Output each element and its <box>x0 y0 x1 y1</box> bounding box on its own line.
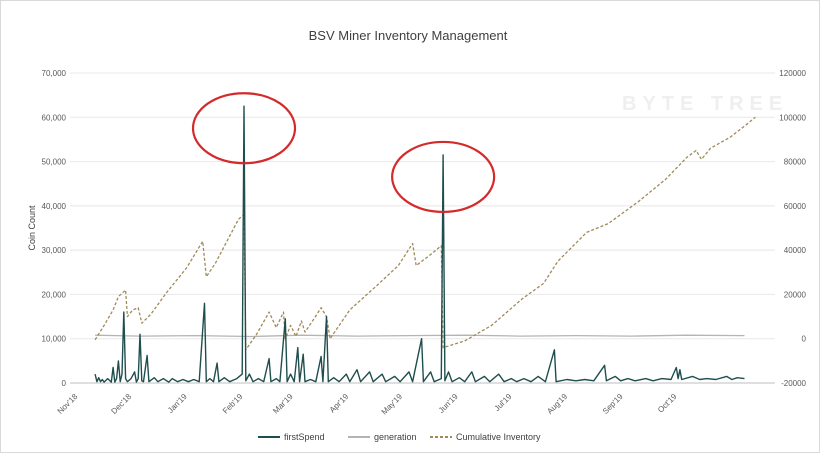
x-tick-label: May'19 <box>380 392 405 417</box>
y-left-tick-label: 40,000 <box>42 202 67 211</box>
x-tick-label: Dec'18 <box>109 392 133 416</box>
y-right-tick-label: 40000 <box>784 246 807 255</box>
series-line-generation <box>95 334 745 338</box>
y-right-tick-label: 0 <box>802 335 807 344</box>
series-line-cumulative-inventory <box>94 116 756 351</box>
y-right-tick-label: 120000 <box>779 69 806 78</box>
y-left-tick-label: 0 <box>62 379 67 388</box>
x-tick-label: Aug'19 <box>545 392 569 416</box>
series-line-firstspend <box>94 105 745 383</box>
highlight-ellipse <box>391 140 496 214</box>
annotation-layer <box>191 92 496 214</box>
x-tick-label: Feb'19 <box>221 392 245 416</box>
gridlines <box>70 72 775 384</box>
y-right-tick-label: 80000 <box>784 158 807 167</box>
x-tick-label: Sep'19 <box>601 392 625 416</box>
legend-label: Cumulative Inventory <box>456 432 541 442</box>
y-left-tick-label: 70,000 <box>42 69 67 78</box>
x-tick-label: Mar'19 <box>271 392 295 416</box>
legend[interactable]: firstSpend generation Cumulative Inventory <box>258 432 541 442</box>
y-left-tick-label: 50,000 <box>42 158 67 167</box>
x-tick-label: Jul'19 <box>493 392 514 413</box>
x-tick-label: Jun'19 <box>437 392 460 415</box>
y-left-tick-label: 20,000 <box>42 290 67 299</box>
x-axis-ticks: Nov'18 Dec'18 Jan'19 Feb'19 Mar'19 Apr'19 May'… <box>56 392 679 417</box>
y-axis-right-ticks: -20000 0 20000 40000 60000 80000 100000 120000 <box>779 69 806 388</box>
y-axis-label: Coin Count <box>27 205 37 251</box>
x-tick-label: Nov'18 <box>56 392 80 416</box>
x-tick-label: Oct'19 <box>656 392 679 415</box>
y-left-tick-label: 60,000 <box>42 113 67 122</box>
y-left-tick-label: 30,000 <box>42 246 67 255</box>
legend-label: firstSpend <box>284 432 325 442</box>
legend-label: generation <box>374 432 417 442</box>
y-axis-left-ticks: 0 10,000 20,000 30,000 40,000 50,000 60,000 70,… <box>42 69 67 388</box>
highlight-ellipse <box>191 92 297 165</box>
y-right-tick-label: -20000 <box>781 379 806 388</box>
y-right-tick-label: 60000 <box>784 202 807 211</box>
x-tick-label: Jan'19 <box>166 392 189 415</box>
chart-title: BSV Miner Inventory Management <box>309 28 508 43</box>
y-right-tick-label: 100000 <box>779 113 806 122</box>
x-tick-label: Apr'19 <box>328 392 351 415</box>
series-layer <box>94 105 756 383</box>
y-right-tick-label: 20000 <box>784 290 807 299</box>
watermark-text: BYTE TREE <box>622 93 788 115</box>
y-left-tick-label: 10,000 <box>42 335 67 344</box>
